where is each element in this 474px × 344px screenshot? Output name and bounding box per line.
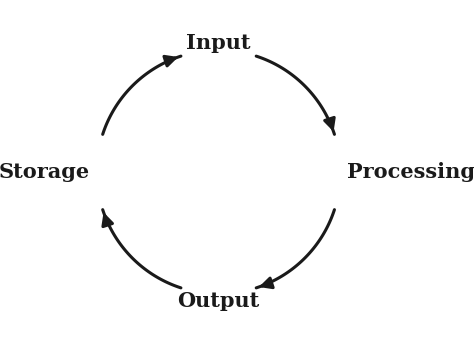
Text: Output: Output bbox=[177, 291, 260, 311]
Text: Processing: Processing bbox=[347, 162, 474, 182]
Text: Storage: Storage bbox=[0, 162, 90, 182]
Text: Input: Input bbox=[186, 33, 251, 53]
